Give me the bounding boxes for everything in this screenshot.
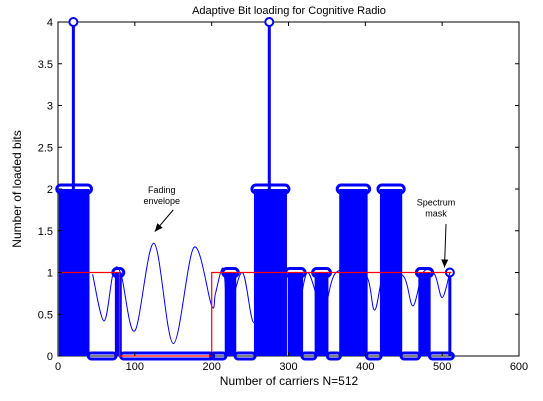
annotation-text: mask [425, 209, 447, 219]
stem-block-10 [311, 267, 332, 356]
y-tick-label: 3.5 [38, 59, 53, 71]
y-tick-label: 0 [47, 351, 53, 363]
y-axis: 0 0.5 1 1.5 2 2.5 3 3.5 4 [38, 17, 519, 363]
y-tick-label: 3 [47, 101, 53, 113]
y-tick-label: 2.5 [38, 142, 53, 154]
stem-block-8 [284, 267, 307, 356]
y-tick-label: 2 [47, 184, 53, 196]
x-tick-label: 200 [202, 361, 220, 373]
stem-block-fill [287, 272, 304, 356]
y-axis-title: Number of loaded bits [10, 130, 24, 247]
annotation-arrow-head [441, 259, 449, 268]
fading-envelope-line [92, 242, 451, 345]
plot-area [55, 17, 455, 361]
spike-stem-2 [444, 267, 455, 356]
y-tick-label: 0.5 [38, 309, 53, 321]
annotation-arrow-head [154, 223, 163, 232]
x-axis-title: Number of carriers N=512 [220, 374, 359, 388]
x-tick-label: 400 [356, 361, 374, 373]
x-tick-label: 300 [279, 361, 297, 373]
chart-title: Adaptive Bit loading for Cognitive Radio [192, 5, 386, 17]
spike-stem-marker [264, 17, 275, 27]
y-tick-label: 4 [47, 17, 53, 29]
stem-block-17 [427, 351, 455, 361]
y-tick-label: 1 [47, 268, 53, 280]
spike-stem-1 [264, 17, 275, 356]
annotation-text: Spectrum [417, 198, 456, 208]
annotation-text: envelope [143, 196, 180, 206]
stem-block-12 [335, 183, 372, 356]
stem-block-zero-markers [427, 351, 455, 361]
x-tick-label: 100 [126, 361, 144, 373]
stem-block-2 [111, 267, 126, 356]
stem-block-14 [376, 183, 406, 356]
stem-block-fill [314, 272, 329, 356]
annotation-text: Fading [148, 185, 176, 195]
x-tick-label: 600 [510, 361, 528, 373]
stem-block-markers [376, 183, 406, 195]
spike-stem-marker [68, 17, 79, 27]
spectrum-mask-line [58, 271, 452, 357]
stem-block-fill [418, 272, 431, 356]
x-axis: 0 100 200 300 400 500 600 [55, 22, 528, 373]
x-tick-label: 0 [55, 361, 61, 373]
y-tick-label: 1.5 [38, 226, 53, 238]
stem-block-fill [224, 272, 237, 356]
x-tick-label: 500 [433, 361, 451, 373]
stem-block-16 [414, 267, 435, 356]
stem-block-markers [335, 183, 372, 195]
stem-block-fill [114, 272, 122, 356]
spike-stem-0 [68, 17, 79, 356]
